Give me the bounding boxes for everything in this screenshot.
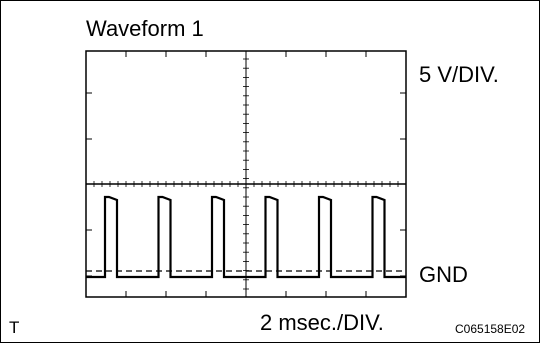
time-scale-label: 2 msec./DIV.	[260, 310, 384, 335]
corner-mark: T	[9, 318, 20, 337]
ground-label: GND	[419, 262, 468, 287]
waveform-title: Waveform 1	[86, 16, 204, 41]
pulse-waveform-line	[86, 195, 406, 279]
voltage-scale-label: 5 V/DIV.	[419, 62, 499, 87]
pulse-trace	[86, 195, 406, 279]
figure-code: C065158E02	[455, 322, 526, 336]
